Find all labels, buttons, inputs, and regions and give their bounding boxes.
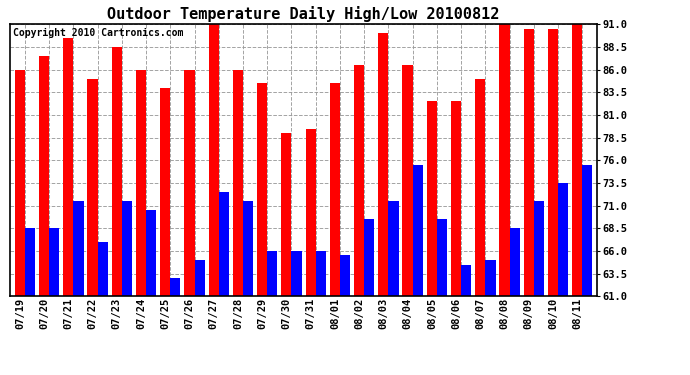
Bar: [39, 56, 49, 296]
Bar: [402, 65, 413, 296]
Bar: [25, 228, 35, 296]
Bar: [558, 183, 569, 296]
Bar: [170, 278, 181, 296]
Bar: [136, 70, 146, 296]
Bar: [437, 219, 447, 296]
Bar: [461, 264, 471, 296]
Bar: [340, 255, 350, 296]
Bar: [364, 219, 375, 296]
Bar: [233, 70, 243, 296]
Bar: [14, 70, 25, 296]
Bar: [378, 33, 388, 296]
Bar: [582, 165, 593, 296]
Bar: [572, 24, 582, 296]
Bar: [97, 242, 108, 296]
Title: Outdoor Temperature Daily High/Low 20100812: Outdoor Temperature Daily High/Low 20100…: [108, 6, 500, 22]
Bar: [426, 101, 437, 296]
Bar: [184, 70, 195, 296]
Bar: [500, 24, 510, 296]
Bar: [316, 251, 326, 296]
Bar: [146, 210, 156, 296]
Bar: [208, 24, 219, 296]
Bar: [413, 165, 423, 296]
Bar: [354, 65, 364, 296]
Bar: [485, 260, 495, 296]
Bar: [49, 228, 59, 296]
Bar: [195, 260, 205, 296]
Bar: [330, 83, 340, 296]
Bar: [291, 251, 302, 296]
Bar: [388, 201, 399, 296]
Bar: [451, 101, 461, 296]
Bar: [112, 47, 122, 296]
Bar: [73, 201, 83, 296]
Bar: [306, 129, 316, 296]
Bar: [160, 88, 170, 296]
Bar: [524, 29, 534, 296]
Bar: [510, 228, 520, 296]
Bar: [475, 79, 485, 296]
Bar: [243, 201, 253, 296]
Bar: [282, 133, 291, 296]
Bar: [122, 201, 132, 296]
Bar: [534, 201, 544, 296]
Bar: [257, 83, 267, 296]
Bar: [63, 38, 73, 296]
Bar: [548, 29, 558, 296]
Bar: [219, 192, 229, 296]
Text: Copyright 2010 Cartronics.com: Copyright 2010 Cartronics.com: [13, 28, 184, 39]
Bar: [267, 251, 277, 296]
Bar: [88, 79, 97, 296]
